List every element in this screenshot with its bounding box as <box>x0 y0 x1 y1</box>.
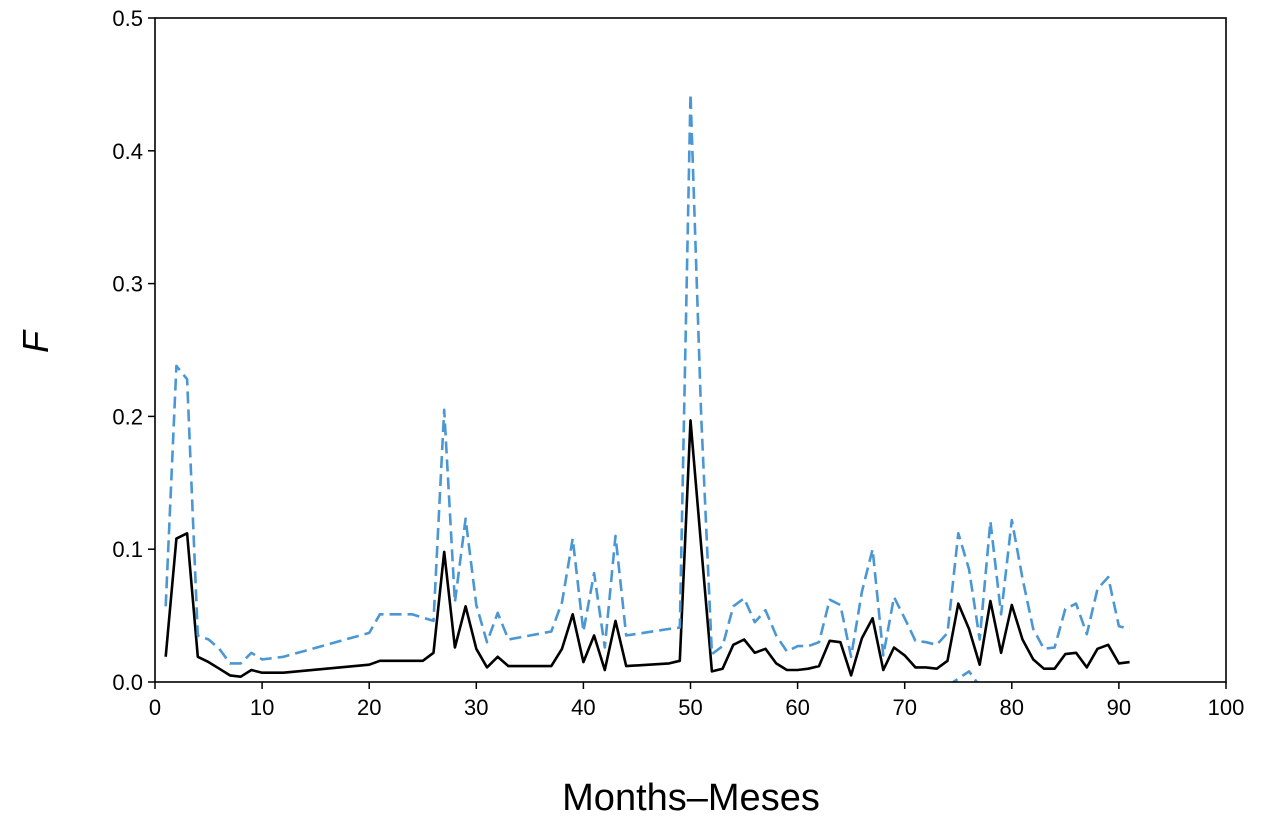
x-tick-label: 90 <box>1107 695 1131 720</box>
x-tick-label: 60 <box>785 695 809 720</box>
y-tick-label: 0.3 <box>112 272 143 297</box>
y-tick-label: 0.1 <box>112 537 143 562</box>
x-tick-label: 80 <box>1000 695 1024 720</box>
x-tick-label: 70 <box>892 695 916 720</box>
y-axis-title: F <box>15 329 56 353</box>
y-tick-label: 0.5 <box>112 6 143 31</box>
x-tick-label: 40 <box>571 695 595 720</box>
y-tick-label: 0.2 <box>112 404 143 429</box>
y-tick-label: 0.0 <box>112 670 143 695</box>
y-tick-label: 0.4 <box>112 139 143 164</box>
x-tick-label: 100 <box>1208 695 1245 720</box>
x-tick-label: 20 <box>357 695 381 720</box>
y-axis-ticks: 0.0 0.1 0.2 0.3 0.4 0.5 <box>112 6 155 695</box>
dashed-series-line <box>951 670 979 682</box>
x-axis-title: Months–Meses <box>562 777 820 818</box>
x-tick-label: 10 <box>250 695 274 720</box>
series-layer <box>164 92 1130 682</box>
plot-frame <box>154 17 1227 683</box>
x-axis-ticks: 0 10 20 30 40 50 60 70 80 90 100 <box>149 682 1244 720</box>
x-tick-label: 0 <box>149 695 161 720</box>
dashed-series-line <box>164 92 1130 665</box>
solid-series-line <box>164 419 1130 679</box>
x-tick-label: 30 <box>464 695 488 720</box>
x-tick-label: 50 <box>678 695 702 720</box>
